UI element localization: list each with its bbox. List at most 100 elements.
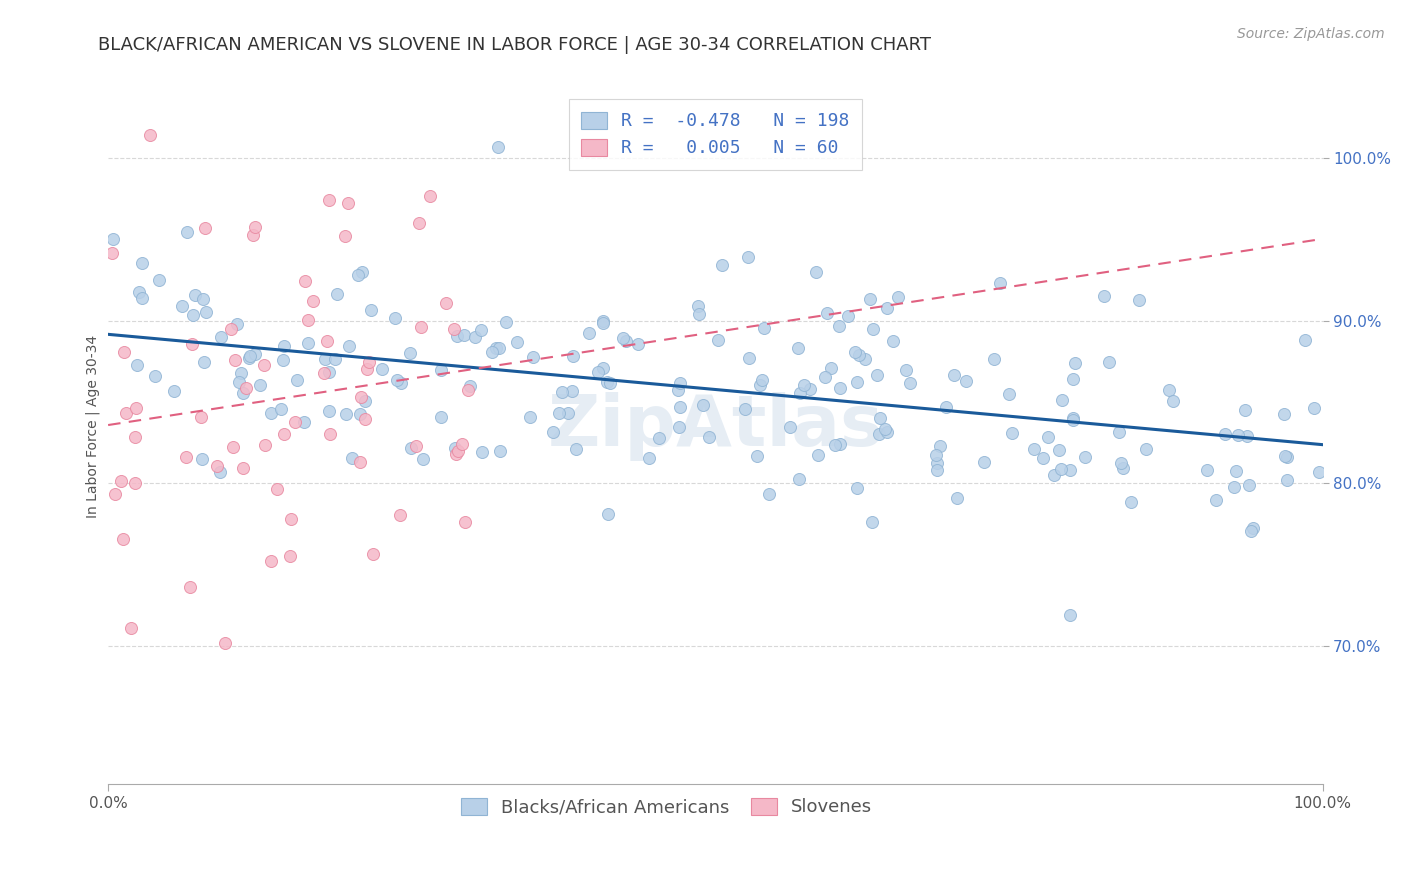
- Text: ZipAtlas: ZipAtlas: [547, 392, 883, 461]
- Point: [284, 415, 307, 429]
- Point: [596, 375, 619, 389]
- Point: [318, 365, 340, 379]
- Point: [111, 533, 134, 547]
- Point: [285, 373, 308, 387]
- Point: [273, 339, 295, 353]
- Point: [1157, 384, 1180, 398]
- Point: [226, 317, 249, 331]
- Point: [190, 410, 212, 425]
- Point: [224, 352, 246, 367]
- Point: [470, 323, 492, 337]
- Point: [666, 383, 689, 397]
- Point: [388, 508, 411, 523]
- Point: [245, 219, 267, 234]
- Point: [1226, 428, 1249, 442]
- Point: [481, 344, 503, 359]
- Point: [253, 358, 276, 372]
- Point: [669, 400, 692, 414]
- Point: [882, 334, 904, 348]
- Point: [1213, 426, 1236, 441]
- Point: [846, 481, 869, 495]
- Point: [443, 322, 465, 336]
- Point: [471, 445, 494, 459]
- Point: [868, 426, 890, 441]
- Point: [353, 412, 375, 426]
- Point: [194, 305, 217, 319]
- Point: [668, 420, 690, 434]
- Point: [637, 450, 659, 465]
- Point: [1109, 456, 1132, 470]
- Point: [1108, 425, 1130, 439]
- Point: [208, 465, 231, 479]
- Point: [170, 299, 193, 313]
- Point: [464, 330, 486, 344]
- Point: [1092, 289, 1115, 303]
- Point: [862, 322, 884, 336]
- Point: [1001, 425, 1024, 440]
- Point: [561, 350, 583, 364]
- Point: [1111, 461, 1133, 475]
- Point: [592, 314, 614, 328]
- Point: [1062, 372, 1084, 386]
- Point: [352, 265, 374, 279]
- Point: [266, 483, 288, 497]
- Point: [340, 450, 363, 465]
- Point: [398, 346, 420, 360]
- Point: [1161, 393, 1184, 408]
- Point: [506, 335, 529, 350]
- Point: [612, 331, 634, 345]
- Point: [211, 330, 233, 344]
- Point: [408, 216, 430, 230]
- Point: [148, 273, 170, 287]
- Point: [101, 246, 124, 260]
- Point: [349, 407, 371, 421]
- Point: [184, 288, 207, 302]
- Point: [1294, 333, 1316, 347]
- Point: [946, 491, 969, 505]
- Point: [1128, 293, 1150, 308]
- Point: [734, 401, 756, 416]
- Point: [434, 296, 457, 310]
- Point: [181, 309, 204, 323]
- Point: [389, 376, 412, 391]
- Point: [1237, 478, 1260, 492]
- Point: [371, 361, 394, 376]
- Point: [551, 385, 574, 400]
- Point: [350, 390, 373, 404]
- Point: [139, 128, 162, 143]
- Point: [898, 376, 921, 391]
- Point: [983, 351, 1005, 366]
- Point: [737, 351, 759, 366]
- Point: [245, 347, 267, 361]
- Point: [488, 444, 510, 458]
- Point: [163, 384, 186, 398]
- Point: [787, 342, 810, 356]
- Point: [318, 403, 340, 417]
- Point: [444, 447, 467, 461]
- Point: [710, 258, 733, 272]
- Point: [1308, 465, 1330, 479]
- Point: [214, 636, 236, 650]
- Point: [194, 220, 217, 235]
- Point: [232, 386, 254, 401]
- Point: [804, 265, 827, 279]
- Point: [586, 366, 609, 380]
- Point: [337, 339, 360, 353]
- Point: [1303, 401, 1326, 416]
- Point: [207, 459, 229, 474]
- Point: [853, 351, 876, 366]
- Point: [1036, 430, 1059, 444]
- Point: [807, 448, 830, 462]
- Point: [1233, 403, 1256, 417]
- Point: [419, 189, 441, 203]
- Point: [193, 355, 215, 369]
- Point: [758, 487, 780, 501]
- Point: [336, 195, 359, 210]
- Point: [191, 452, 214, 467]
- Point: [844, 345, 866, 359]
- Point: [297, 335, 319, 350]
- Point: [828, 381, 851, 395]
- Point: [686, 299, 709, 313]
- Point: [124, 476, 146, 491]
- Point: [1062, 413, 1084, 427]
